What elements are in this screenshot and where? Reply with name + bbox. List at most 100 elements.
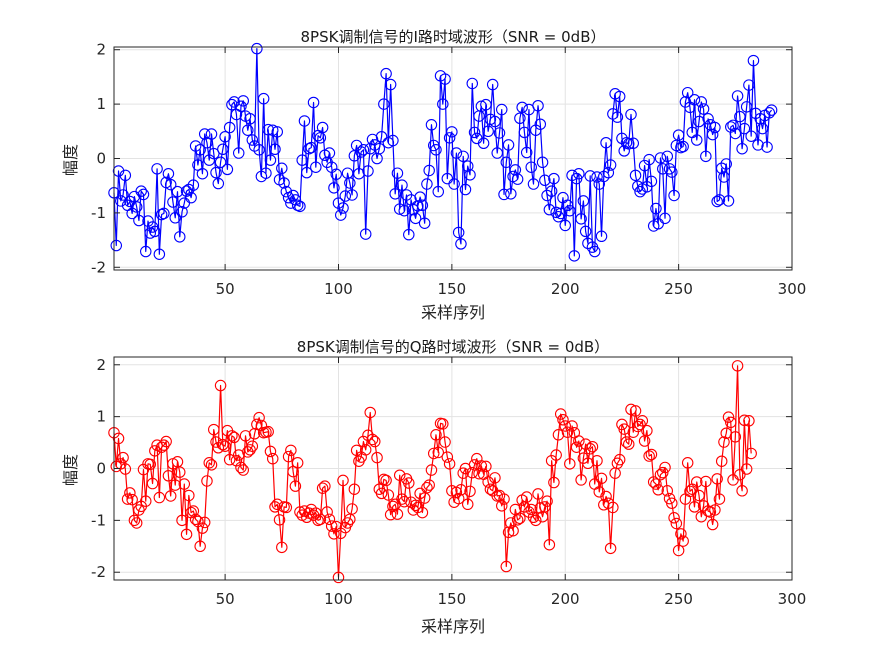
q-data-point xyxy=(310,507,322,519)
i-data-point xyxy=(221,163,234,176)
i-data-point xyxy=(650,202,662,215)
q-plot-xlabel: 采样序列 xyxy=(421,617,485,636)
q-x-tick-label: 300 xyxy=(778,590,807,608)
q-data-point xyxy=(169,479,181,491)
i-data-point xyxy=(271,126,284,138)
i-data-point xyxy=(500,156,513,169)
i-data-point xyxy=(752,139,764,151)
i-data-point xyxy=(219,130,231,143)
i-data-point xyxy=(217,143,229,156)
q-data-point xyxy=(194,540,206,553)
q-data-point xyxy=(246,440,259,452)
i-data-point xyxy=(194,144,206,156)
i-data-point xyxy=(588,245,601,258)
i-data-point xyxy=(480,98,492,111)
i-data-point xyxy=(573,167,585,180)
i-data-point xyxy=(706,128,719,141)
i-data-point xyxy=(661,150,674,163)
i-x-tick-label: 300 xyxy=(778,280,807,298)
q-data-point xyxy=(280,501,293,514)
q-data-point xyxy=(371,451,383,464)
i-data-point xyxy=(359,228,372,240)
q-data-point xyxy=(722,411,735,423)
q-data-point xyxy=(500,560,513,573)
i-data-point xyxy=(443,132,456,144)
q-data-point xyxy=(600,490,612,503)
i-data-point xyxy=(727,119,739,132)
q-data-point xyxy=(452,492,465,505)
q-data-point xyxy=(226,430,238,442)
q-data-point xyxy=(140,495,152,507)
i-data-point xyxy=(622,138,635,150)
i-data-point xyxy=(498,188,510,201)
q-data-point xyxy=(287,465,299,478)
i-data-point xyxy=(439,73,451,85)
i-data-point xyxy=(559,219,571,232)
q-data-point xyxy=(525,503,537,516)
i-data-point xyxy=(185,191,197,204)
q-data-point xyxy=(582,457,594,470)
i-data-point xyxy=(516,101,528,114)
q-data-point xyxy=(729,431,742,443)
q-data-point xyxy=(495,500,508,512)
q-data-point xyxy=(130,517,143,529)
i-data-point xyxy=(144,227,157,239)
q-data-point xyxy=(534,502,547,514)
i-data-point xyxy=(346,189,358,201)
q-data-point xyxy=(369,435,381,448)
q-data-point xyxy=(403,477,415,489)
q-data-point xyxy=(489,472,501,484)
q-data-point xyxy=(668,512,680,524)
i-data-point xyxy=(452,226,465,239)
i-data-point xyxy=(702,113,714,125)
i-data-point xyxy=(242,124,254,136)
q-data-point xyxy=(677,535,689,547)
q-data-point xyxy=(484,483,497,495)
i-data-point xyxy=(747,54,760,67)
i-data-point xyxy=(430,144,442,156)
i-data-point xyxy=(294,200,306,213)
i-data-point xyxy=(525,161,537,173)
i-data-point xyxy=(520,146,533,159)
q-data-point xyxy=(416,506,429,519)
i-data-point xyxy=(140,245,152,258)
i-data-point xyxy=(416,199,429,212)
i-data-point xyxy=(543,203,556,216)
q-data-point xyxy=(321,506,333,518)
i-x-tick-label: 200 xyxy=(551,280,580,298)
q-data-point xyxy=(514,512,526,525)
q-data-point xyxy=(337,474,349,487)
i-y-tick-label: 2 xyxy=(96,41,106,59)
i-data-point xyxy=(237,95,250,107)
i-data-point xyxy=(534,118,547,130)
i-data-point xyxy=(162,167,175,180)
i-data-point xyxy=(391,167,404,179)
i-data-point xyxy=(389,188,401,200)
q-data-point xyxy=(636,415,649,427)
q-data-point xyxy=(239,430,252,442)
q-data-point xyxy=(480,460,492,473)
i-data-point xyxy=(502,139,515,151)
i-data-point xyxy=(691,134,703,146)
i-data-point xyxy=(244,113,256,125)
i-data-point xyxy=(604,159,617,171)
q-data-point xyxy=(520,491,533,503)
q-y-tick-label: -2 xyxy=(91,563,106,581)
i-data-point xyxy=(212,177,225,190)
i-data-point xyxy=(176,206,188,218)
i-data-point xyxy=(310,161,322,173)
i-data-point xyxy=(198,128,211,140)
q-x-tick-label: 50 xyxy=(216,590,235,608)
q-data-point xyxy=(423,479,435,491)
i-data-point xyxy=(330,168,342,181)
i-data-point xyxy=(709,121,721,134)
q-data-point xyxy=(604,542,617,555)
q-data-point xyxy=(693,489,705,502)
q-data-point xyxy=(393,469,406,481)
q-data-point xyxy=(573,435,585,447)
i-data-point xyxy=(468,126,481,139)
i-data-point xyxy=(437,98,449,110)
i-data-point xyxy=(214,156,227,169)
i-data-point xyxy=(208,147,220,160)
i-data-point xyxy=(115,195,127,207)
